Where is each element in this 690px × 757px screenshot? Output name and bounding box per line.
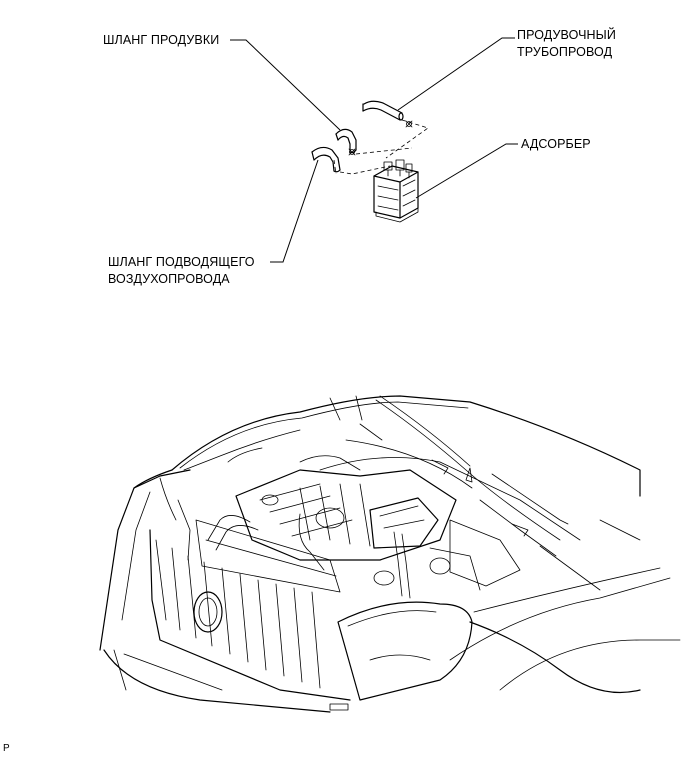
figure-code-text: P: [3, 743, 10, 754]
label-purge-pipe: ПРОДУВОЧНЫЙ ТРУБОПРОВОД: [517, 27, 616, 61]
label-air-inlet-line2: ВОЗДУХОПРОВОДА: [108, 272, 230, 286]
vehicle-engine-bay-illustration: [99, 395, 681, 713]
label-air-inlet-line1: ШЛАНГ ПОДВОДЯЩЕГО: [108, 255, 255, 269]
figure-code: P: [3, 740, 10, 757]
purge-hose-part: [335, 128, 357, 156]
label-canister-text: АДСОРБЕР: [521, 137, 591, 151]
air-inlet-hose-part: [311, 146, 341, 173]
label-purge-hose: ШЛАНГ ПРОДУВКИ: [103, 32, 219, 49]
leader-purge-pipe: [397, 37, 515, 111]
leader-purge-hose: [230, 39, 341, 131]
leader-lines: [230, 37, 518, 263]
canister-part: [373, 159, 419, 223]
label-air-inlet-hose: ШЛАНГ ПОДВОДЯЩЕГО ВОЗДУХОПРОВОДА: [108, 254, 255, 288]
purge-pipe-part: [362, 100, 413, 128]
label-purge-hose-text: ШЛАНГ ПРОДУВКИ: [103, 33, 220, 47]
label-canister: АДСОРБЕР: [521, 136, 591, 153]
connection-dashes: [333, 119, 429, 175]
leader-canister: [415, 143, 518, 199]
label-purge-pipe-line1: ПРОДУВОЧНЫЙ: [517, 28, 616, 42]
leader-air-inlet-hose: [270, 159, 319, 263]
label-purge-pipe-line2: ТРУБОПРОВОД: [517, 45, 613, 59]
